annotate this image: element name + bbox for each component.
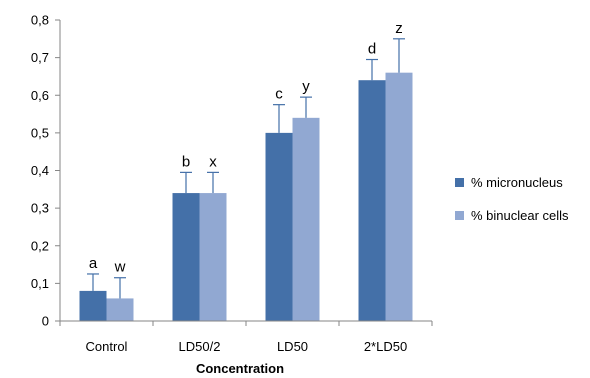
y-axis: 0 0,1 0,2 0,3 0,4 0,5 0,6 0,7 0,8 (31, 13, 61, 329)
bar (199, 193, 227, 321)
significance-label: w (114, 259, 126, 276)
legend-label: % binuclear cells (471, 208, 569, 223)
legend-swatch (455, 211, 464, 220)
error-bars (87, 38, 405, 299)
bar (79, 290, 107, 321)
x-tick-label: Control (86, 339, 128, 354)
y-tick-label: 0,3 (31, 201, 49, 216)
significance-label: z (395, 20, 403, 37)
significance-label: d (368, 41, 376, 58)
x-axis: Control LD50/2 LD50 2*LD50 (59, 320, 433, 354)
bar (358, 80, 386, 321)
legend-swatch (455, 178, 464, 187)
significance-label: c (275, 86, 283, 103)
y-tick-label: 0 (42, 314, 49, 329)
y-tick-label: 0,8 (31, 13, 49, 28)
significance-label: x (209, 153, 217, 170)
bar (172, 193, 200, 321)
bars (79, 72, 413, 321)
significance-label: b (182, 153, 190, 170)
bar (292, 117, 320, 321)
legend: % micronucleus % binuclear cells (455, 175, 569, 223)
bar (385, 72, 413, 321)
x-tick-label: LD50/2 (179, 339, 221, 354)
x-tick-label: 2*LD50 (364, 339, 407, 354)
y-tick-label: 0,4 (31, 163, 49, 178)
y-tick-label: 0,7 (31, 50, 49, 65)
bar (265, 132, 293, 321)
significance-label: y (302, 78, 310, 95)
significance-label: a (89, 255, 98, 272)
y-tick-label: 0,2 (31, 238, 49, 253)
bar (106, 298, 134, 321)
y-tick-label: 0,5 (31, 125, 49, 140)
y-tick-label: 0,1 (31, 276, 49, 291)
y-tick-label: 0,6 (31, 88, 49, 103)
x-axis-title: Concentration (196, 361, 284, 376)
legend-label: % micronucleus (471, 175, 563, 190)
x-tick-label: LD50 (277, 339, 308, 354)
significance-labels: a w b x c y d z (89, 20, 403, 276)
